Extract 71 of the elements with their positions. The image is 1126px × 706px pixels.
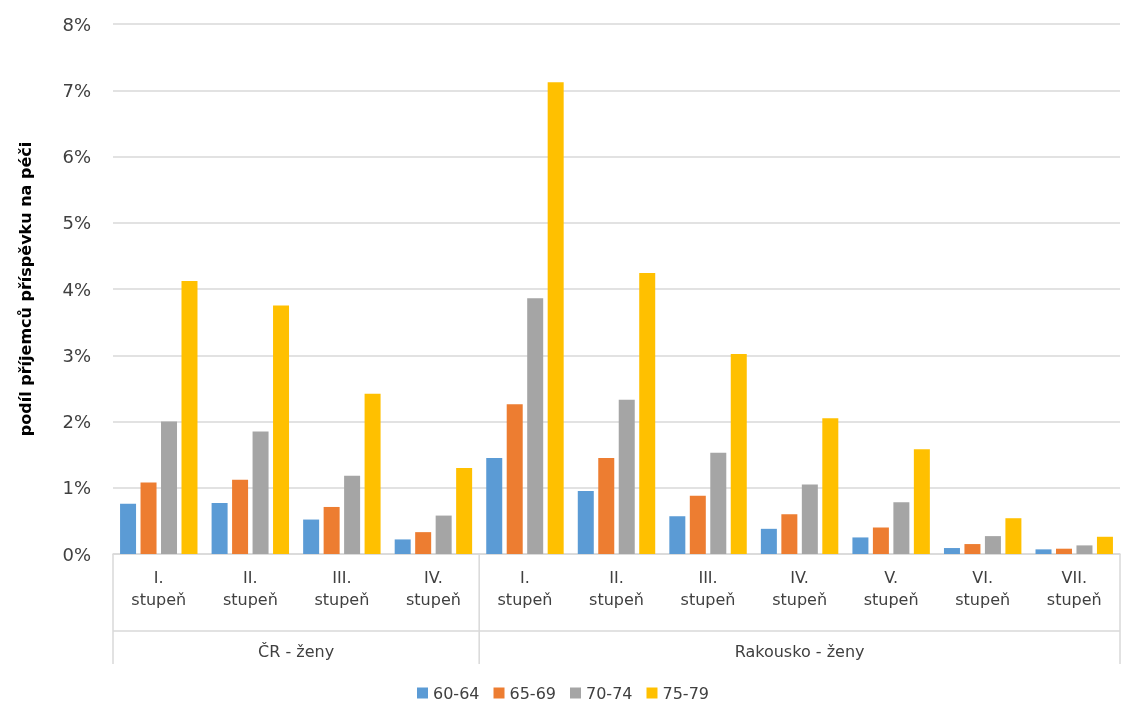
bar — [140, 482, 157, 554]
legend-label: 65-69 — [509, 683, 557, 703]
bar — [872, 527, 889, 554]
bar — [598, 457, 615, 554]
bar — [618, 399, 635, 554]
bar — [852, 537, 869, 554]
x-tick-label: II. stupeň — [222, 567, 278, 609]
bar — [639, 273, 656, 554]
bar — [415, 532, 432, 554]
y-tick-label: 7% — [62, 79, 91, 101]
y-tick-label: 0% — [62, 543, 91, 565]
y-axis-title: podíl příjemců příspěvku na péči — [15, 141, 35, 437]
bar — [1076, 545, 1093, 554]
x-tick-label: III. stupeň — [314, 567, 370, 609]
bar — [161, 421, 178, 554]
bar — [1096, 536, 1113, 554]
bar — [1005, 518, 1022, 554]
bar — [527, 298, 544, 554]
y-tick-label: 3% — [62, 344, 91, 366]
bar — [344, 475, 361, 554]
text: ČR - ženy — [258, 641, 335, 661]
bar — [801, 484, 818, 554]
bar — [456, 467, 473, 554]
bar — [1055, 548, 1072, 554]
bar — [181, 281, 198, 554]
y-tick-label: 1% — [62, 477, 91, 499]
x-tick-label: I. stupeň — [497, 567, 553, 609]
bar — [394, 539, 411, 554]
bar — [669, 516, 686, 554]
legend-label: 75-79 — [662, 683, 709, 703]
bar — [964, 544, 981, 554]
y-tick-label: 2% — [62, 411, 91, 432]
bar — [984, 536, 1001, 554]
y-tick-label: 5% — [62, 212, 91, 234]
bar — [689, 495, 706, 554]
x-tick-label: IV. stupeň — [405, 567, 461, 609]
bar — [781, 514, 798, 554]
x-tick-label: III. stupeň — [680, 567, 736, 609]
x-tick-label: V. stupeň — [863, 567, 919, 609]
bar — [913, 449, 930, 554]
bar — [211, 502, 228, 554]
bar — [547, 82, 564, 554]
bar — [232, 479, 249, 554]
bar — [710, 452, 727, 554]
x-tick-label: II. stupeň — [589, 567, 644, 609]
bar — [303, 519, 320, 554]
bar — [1035, 549, 1052, 554]
bar — [273, 305, 290, 554]
bar — [730, 353, 747, 554]
y-tick-label: 6% — [62, 146, 91, 167]
x-tick-label: VII. stupeň — [1046, 567, 1102, 609]
x-tick-label: IV. stupeň — [772, 567, 828, 609]
bar — [760, 528, 777, 554]
x-tick-label: I. stupeň — [131, 567, 187, 609]
legend-label: 60-64 — [433, 683, 480, 703]
text: Rakousko - ženy — [734, 641, 865, 661]
y-tick-label: 8% — [62, 13, 91, 35]
bar — [120, 503, 137, 554]
bar — [323, 506, 340, 554]
bar — [506, 404, 523, 554]
bar — [435, 515, 452, 554]
bar — [252, 431, 269, 554]
bar — [577, 491, 594, 554]
y-tick-label: 4% — [62, 278, 91, 300]
bar — [486, 457, 503, 554]
bar — [364, 393, 381, 554]
legend-label: 70-74 — [586, 683, 633, 703]
bar — [893, 502, 910, 554]
x-tick-label: VI. stupeň — [955, 567, 1011, 609]
bar — [943, 548, 960, 554]
bar — [822, 418, 839, 554]
